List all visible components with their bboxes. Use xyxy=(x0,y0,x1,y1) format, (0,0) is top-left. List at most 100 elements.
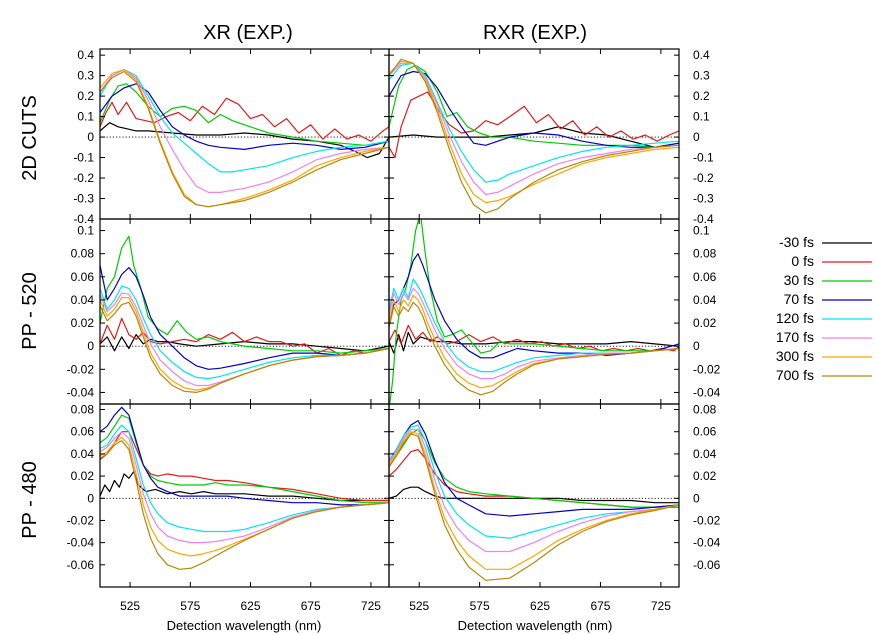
series-line-300-fs xyxy=(100,436,389,557)
y-tick-label-left: 0.1 xyxy=(77,110,94,124)
y-tick-label-left: 0.08 xyxy=(71,403,95,417)
y-tick-label-right: -0.06 xyxy=(693,558,721,572)
series-line-70-fs xyxy=(389,70,679,148)
panel-r0-c1: -0.4 -0.3 -0.2 -0.1 0 0.1 0.2 0.3 0.4 xyxy=(388,48,714,226)
legend-label: 120 fs xyxy=(776,310,814,326)
panel-r0-c0: -0.4 -0.3 -0.2 -0.1 0 0.1 0.2 0.3 0.4 xyxy=(73,48,390,226)
y-tick-label-left: -0.3 xyxy=(73,192,94,206)
panel-frame xyxy=(388,403,680,588)
series-line-0-fs xyxy=(100,431,389,502)
y-tick-label-right: 0.2 xyxy=(693,89,710,103)
y-tick-label-right: 0.4 xyxy=(693,48,710,62)
panel-r2-c1: 525 575 625 675 725 -0.06 -0.04 -0.02 0 0.02 0.04 0… xyxy=(388,403,721,613)
series-line-170-fs xyxy=(389,287,679,380)
series-line-300-fs xyxy=(389,60,679,204)
panel-r1-c1: -0.04 -0.02 0 0.02 0.04 0.06 0.08 0.1 xyxy=(388,218,721,405)
series-line-170-fs xyxy=(100,292,389,387)
y-tick-label-left: 0.4 xyxy=(77,48,94,62)
series-line-70-fs xyxy=(100,265,389,370)
x-axis-label-right: Detection wavelength (nm) xyxy=(458,618,613,633)
series-line--30-fs xyxy=(100,334,389,352)
series-line-700-fs xyxy=(389,58,679,214)
series-line-300-fs xyxy=(389,431,679,570)
y-tick-label-right: -0.02 xyxy=(693,362,721,376)
series-line-0-fs xyxy=(389,324,679,352)
x-tick-label: 725 xyxy=(651,599,671,613)
series-line-120-fs xyxy=(100,68,389,173)
series-line--30-fs xyxy=(100,471,389,502)
x-tick-label: 625 xyxy=(241,599,261,613)
series-line-30-fs xyxy=(389,219,679,404)
series-line--30-fs xyxy=(100,122,389,159)
legend-label: 30 fs xyxy=(784,272,814,288)
series-line-70-fs xyxy=(100,83,389,150)
y-tick-label-left: -0.04 xyxy=(67,385,95,399)
series-line-120-fs xyxy=(389,278,679,373)
y-tick-label-right: 0 xyxy=(693,339,700,353)
y-tick-label-left: 0.3 xyxy=(77,69,94,83)
series-line-30-fs xyxy=(100,414,389,504)
legend: -30 fs 0 fs 30 fs 70 fs 120 fs 170 fs 300 fs 70… xyxy=(776,234,872,383)
y-tick-label-right: 0.04 xyxy=(693,447,717,461)
row-title-pp-480: PP - 480 xyxy=(19,461,41,538)
series-line-170-fs xyxy=(389,62,679,195)
y-tick-label-right: -0.4 xyxy=(693,212,714,226)
series-line-0-fs xyxy=(100,97,389,142)
y-tick-label-right: 0.06 xyxy=(693,425,717,439)
y-tick-label-right: -0.3 xyxy=(693,192,714,206)
x-tick-label: 575 xyxy=(470,599,490,613)
series-line-120-fs xyxy=(389,424,679,539)
y-tick-label-right: 0.04 xyxy=(693,293,717,307)
legend-label: 700 fs xyxy=(776,367,814,383)
y-tick-label-right: -0.1 xyxy=(693,151,714,165)
panel-r1-c0: -0.04 -0.02 0 0.02 0.04 0.06 0.08 0.1 xyxy=(67,218,390,405)
column-title-rxr: RXR (EXP.) xyxy=(483,22,587,44)
y-tick-label-left: -0.4 xyxy=(73,212,94,226)
x-tick-label: 675 xyxy=(301,599,321,613)
y-tick-label-left: -0.02 xyxy=(67,513,95,527)
y-tick-label-left: 0 xyxy=(87,130,94,144)
legend-label: 300 fs xyxy=(776,348,814,364)
x-tick-label: 525 xyxy=(409,599,429,613)
y-tick-label-right: 0.06 xyxy=(693,270,717,284)
y-tick-label-right: 0.02 xyxy=(693,469,717,483)
panel-r2-c0: 525 575 625 675 725 -0.06 -0.04 -0.02 0 0.02 0.04 0… xyxy=(67,403,390,613)
row-title-2d-cuts: 2D CUTS xyxy=(19,95,41,181)
series-line--30-fs xyxy=(389,486,679,504)
panel-frame xyxy=(99,218,390,405)
series-line-170-fs xyxy=(100,68,389,193)
y-tick-label-left: -0.06 xyxy=(67,558,95,572)
series-line-120-fs xyxy=(389,62,679,183)
y-tick-label-right: 0.1 xyxy=(693,110,710,124)
series-line-30-fs xyxy=(100,235,389,354)
series-line--30-fs xyxy=(389,331,679,354)
panel-frame xyxy=(99,48,390,220)
x-axis-label-left: Detection wavelength (nm) xyxy=(167,618,322,633)
y-tick-label-left: 0 xyxy=(87,339,94,353)
legend-label: -30 fs xyxy=(779,234,814,250)
y-tick-label-left: 0.06 xyxy=(71,425,95,439)
y-tick-label-right: 0.08 xyxy=(693,247,717,261)
series-line-700-fs xyxy=(100,70,389,208)
x-tick-label: 525 xyxy=(120,599,140,613)
y-tick-label-left: -0.04 xyxy=(67,536,95,550)
y-tick-label-left: 0.08 xyxy=(71,247,95,261)
column-title-xr: XR (EXP.) xyxy=(203,22,293,44)
series-line-70-fs xyxy=(100,406,389,506)
y-tick-label-left: 0 xyxy=(87,491,94,505)
y-tick-label-left: -0.1 xyxy=(73,151,94,165)
x-tick-label: 575 xyxy=(180,599,200,613)
y-tick-label-left: 0.2 xyxy=(77,89,94,103)
y-tick-label-right: 0.02 xyxy=(693,316,717,330)
row-title-pp-520: PP - 520 xyxy=(19,272,41,349)
series-line-30-fs xyxy=(100,83,389,146)
legend-label: 0 fs xyxy=(791,253,814,269)
y-tick-label-left: 0.04 xyxy=(71,447,95,461)
x-tick-label: 725 xyxy=(361,599,381,613)
y-tick-label-right: -0.2 xyxy=(693,171,714,185)
y-tick-label-left: 0.02 xyxy=(71,469,95,483)
y-tick-label-left: 0.02 xyxy=(71,316,95,330)
y-tick-label-left: 0.06 xyxy=(71,270,95,284)
x-tick-label: 625 xyxy=(530,599,550,613)
